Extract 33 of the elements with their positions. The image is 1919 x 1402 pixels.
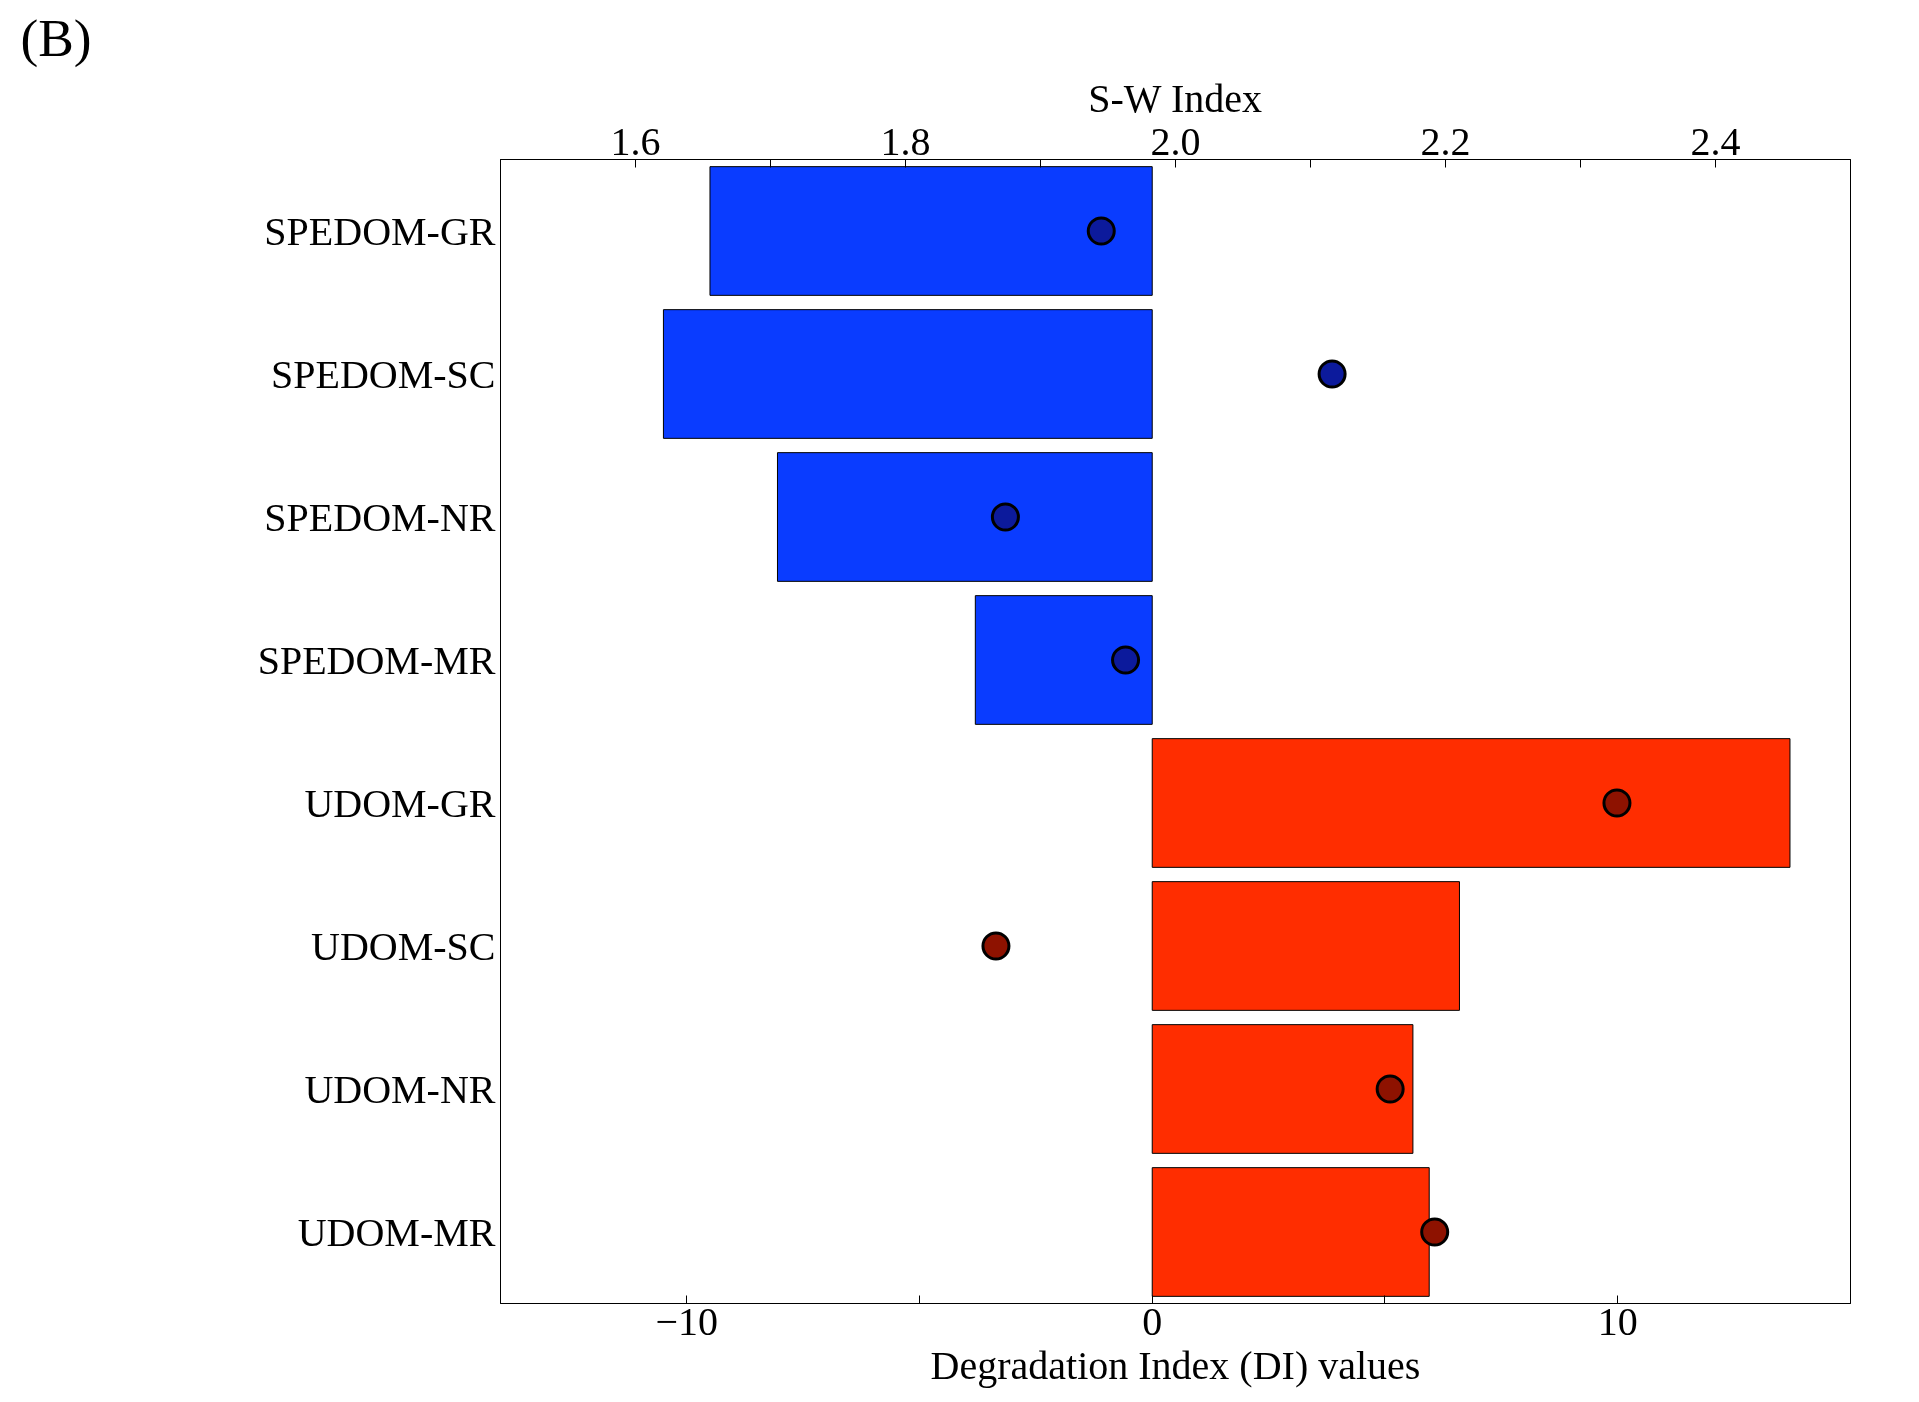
x2-axis-title: S-W Index [1088, 75, 1262, 121]
point [1086, 216, 1116, 246]
bar [1151, 1024, 1414, 1154]
x2-tick-label: 2.2 [1420, 118, 1471, 164]
x2-tick-label: 2.4 [1690, 118, 1741, 164]
text: (B) [20, 7, 92, 68]
point [1420, 1217, 1450, 1247]
point [990, 502, 1020, 532]
bar [1151, 881, 1460, 1011]
point [1602, 788, 1632, 818]
x-axis-title: Degradation Index (DI) values [930, 1342, 1421, 1388]
x-tick-label: −10 [655, 1298, 718, 1344]
y-tick-label: SPEDOM-NR [264, 494, 496, 540]
bar [1151, 738, 1791, 868]
x2-tick-label: 2.0 [1150, 118, 1201, 164]
y-tick-label: SPEDOM-SC [270, 351, 496, 397]
bar [776, 452, 1153, 582]
point [1317, 359, 1347, 389]
x2-tick-label: 1.8 [880, 118, 931, 164]
y-tick-label: SPEDOM-MR [257, 637, 496, 683]
y-tick-label: UDOM-SC [311, 923, 496, 969]
y-tick-label: SPEDOM-GR [264, 208, 496, 254]
bar [974, 595, 1153, 725]
bar [662, 309, 1153, 439]
point [981, 931, 1011, 961]
y-tick-label: UDOM-MR [297, 1209, 496, 1255]
y-tick-label: UDOM-NR [304, 1066, 496, 1112]
y-tick-label: UDOM-GR [304, 780, 496, 826]
point [1375, 1074, 1405, 1104]
x-tick-label: 10 [1597, 1298, 1638, 1344]
x-tick-label: 0 [1142, 1298, 1163, 1344]
x2-tick-label: 1.6 [610, 118, 661, 164]
point [1111, 645, 1141, 675]
